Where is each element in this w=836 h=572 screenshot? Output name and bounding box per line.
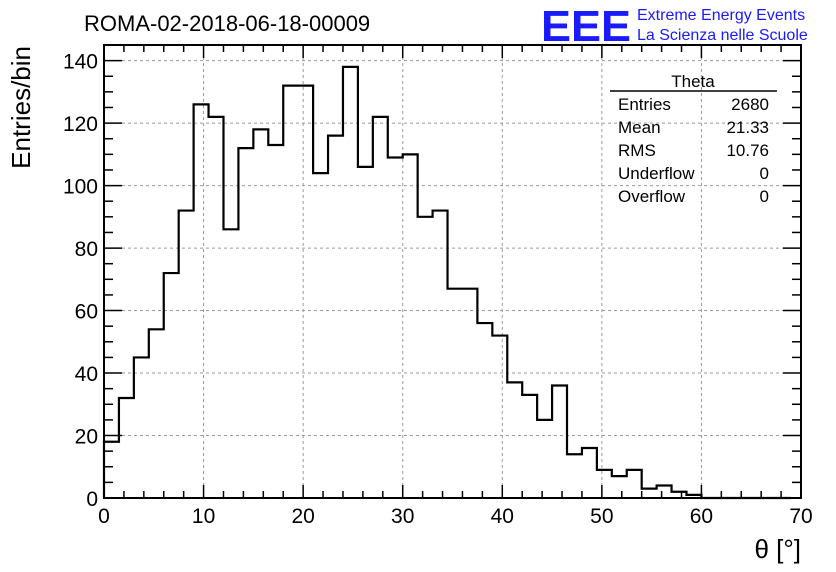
histogram-bin xyxy=(418,217,433,498)
histogram-bin xyxy=(119,398,134,498)
histogram-bin xyxy=(209,117,224,498)
histogram-bin xyxy=(253,129,268,498)
histogram-bin xyxy=(433,211,448,498)
histogram-series xyxy=(102,65,792,500)
stats-row-value: 10.76 xyxy=(726,141,769,160)
histogram-bin xyxy=(627,470,642,498)
y-tick-label: 100 xyxy=(63,176,98,199)
histogram-bin xyxy=(328,136,343,498)
stats-row-label: Underflow xyxy=(618,164,695,183)
y-tick-label: 80 xyxy=(75,238,98,261)
x-axis-title: θ [°] xyxy=(754,534,801,564)
logo-line2: La Scienza nelle Scuole xyxy=(637,27,808,44)
y-tick-label: 60 xyxy=(75,301,98,324)
x-tick-label: 10 xyxy=(192,505,215,528)
x-tick-label: 70 xyxy=(789,505,812,528)
histogram-bin xyxy=(477,323,492,498)
x-tick-label: 60 xyxy=(690,505,713,528)
y-tick-label: 40 xyxy=(75,363,98,386)
grid-lines xyxy=(104,45,801,498)
histogram-bin xyxy=(268,145,283,498)
histogram-bin xyxy=(164,273,179,498)
x-tick-label: 50 xyxy=(590,505,613,528)
stats-row-value: 2680 xyxy=(731,95,769,114)
histogram-bin xyxy=(522,395,537,498)
logo-mark: EEE xyxy=(541,2,631,51)
histogram-bin xyxy=(537,420,552,498)
y-tick-label: 0 xyxy=(86,488,98,511)
eee-logo: EEE Extreme Energy Events La Scienza nel… xyxy=(541,2,808,51)
histogram-bin xyxy=(358,167,373,498)
stats-row-label: Entries xyxy=(618,95,671,114)
histogram-bin xyxy=(642,489,657,498)
histogram-bin xyxy=(238,148,253,498)
y-axis-ticks: 0 20 40 60 80 100 120 140 xyxy=(63,44,801,511)
histogram-bin xyxy=(612,476,627,498)
histogram-bin xyxy=(149,329,164,498)
histogram-bin xyxy=(388,157,403,498)
y-tick-label: 140 xyxy=(63,51,98,74)
stats-title: Theta xyxy=(671,72,715,91)
histogram-outline xyxy=(102,65,792,500)
histogram-bin xyxy=(552,386,567,498)
histogram-bin xyxy=(313,173,328,498)
stats-box: Theta Entries 2680 Mean 21.33 RMS 10.76 Underf… xyxy=(610,72,777,206)
histogram-bin xyxy=(223,229,238,498)
histogram-bin xyxy=(492,336,507,498)
histogram-bin xyxy=(298,86,313,498)
x-tick-label: 20 xyxy=(291,505,314,528)
stats-row-label: Overflow xyxy=(618,187,686,206)
histogram-bin xyxy=(194,104,209,498)
histogram-bin xyxy=(567,454,582,498)
histogram-bin xyxy=(179,211,194,498)
stats-row-value: 0 xyxy=(760,164,769,183)
x-tick-label: 30 xyxy=(391,505,414,528)
chart-title: ROMA-02-2018-06-18-00009 xyxy=(84,11,370,36)
histogram-bin xyxy=(507,382,522,498)
stats-row-label: Mean xyxy=(618,118,661,137)
histogram-bin xyxy=(462,289,477,498)
plot-frame xyxy=(103,44,802,499)
histogram-bin xyxy=(403,154,418,498)
x-tick-label: 40 xyxy=(491,505,514,528)
stats-row-value: 21.33 xyxy=(726,118,769,137)
plot-frame-rect xyxy=(103,44,802,499)
histogram-bin xyxy=(373,117,388,498)
histogram-bin xyxy=(283,86,298,498)
histogram-bin xyxy=(343,67,358,498)
histogram-bin xyxy=(104,442,119,498)
stats-row-label: RMS xyxy=(618,141,656,160)
y-tick-label: 120 xyxy=(63,113,98,136)
logo-line1: Extreme Energy Events xyxy=(637,7,805,24)
histogram-bin xyxy=(597,470,612,498)
y-axis-title: Entries/bin xyxy=(6,46,36,169)
stats-row-value: 0 xyxy=(760,187,769,206)
histogram-bin xyxy=(134,357,149,498)
histogram-bin xyxy=(448,289,463,498)
histogram-bin xyxy=(582,448,597,498)
x-tick-label: 0 xyxy=(98,505,110,528)
x-axis-ticks: 0 10 20 30 40 50 60 70 xyxy=(98,45,813,528)
histogram-bin xyxy=(657,486,672,498)
y-tick-label: 20 xyxy=(75,426,98,449)
